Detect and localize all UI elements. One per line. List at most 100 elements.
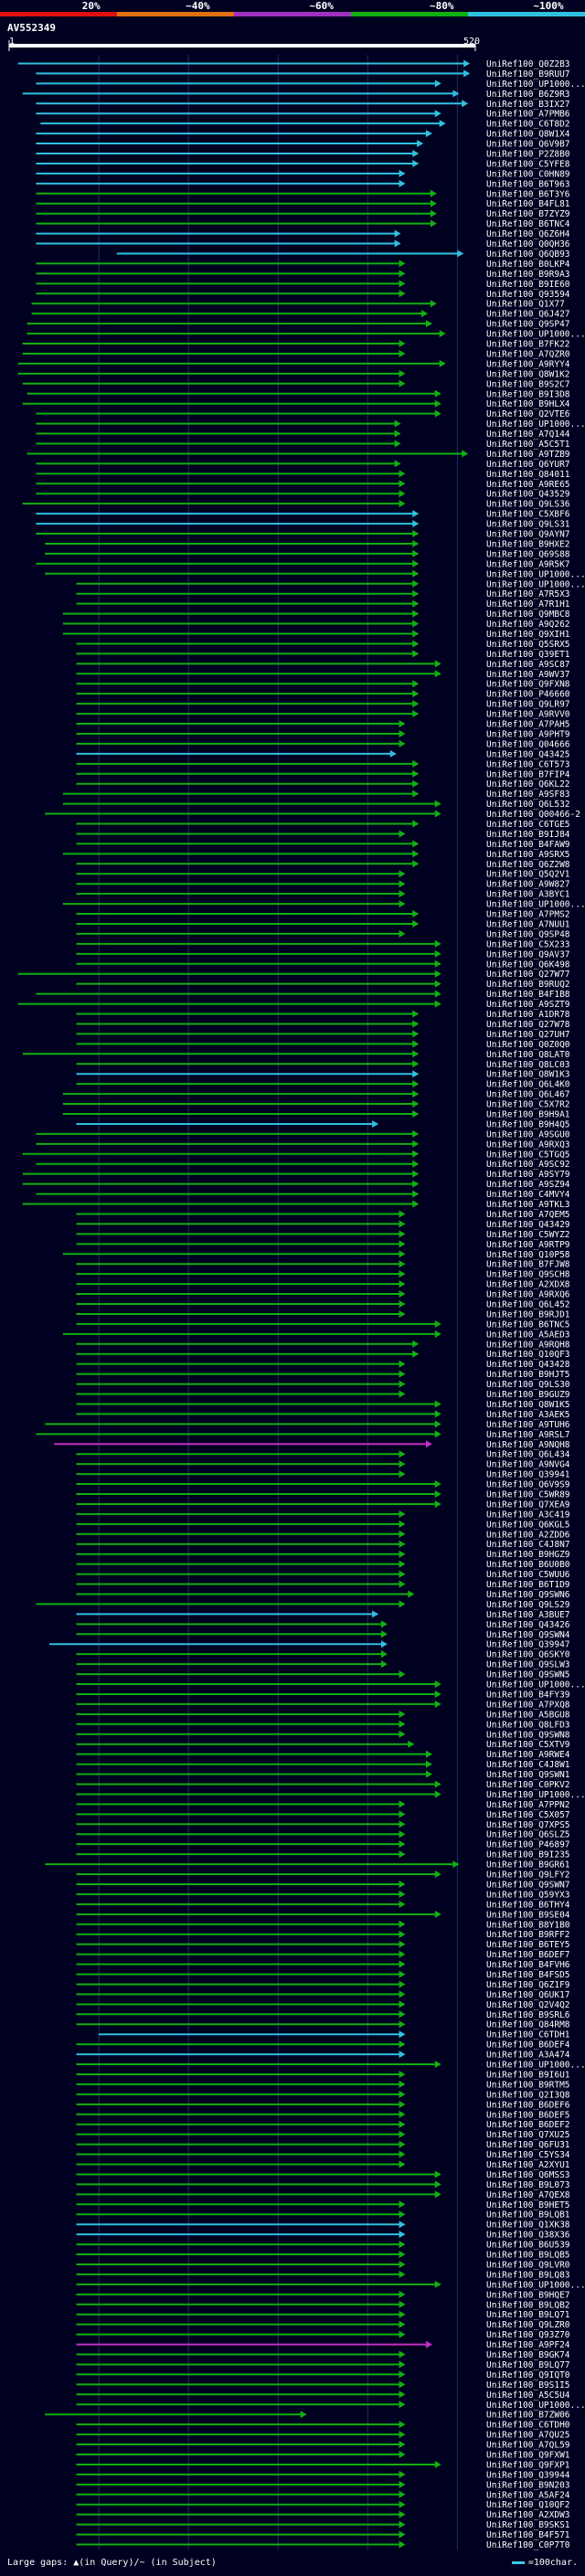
hit-label[interactable]: UniRef100_B9RJD1 <box>486 1309 570 1320</box>
hit-row[interactable]: UniRef100_B6DEF2 <box>76 2120 570 2130</box>
hit-row[interactable]: UniRef100_B9HJT5 <box>76 1370 570 1380</box>
hit-row[interactable]: UniRef100_Q9LS30 <box>76 1380 570 1390</box>
hit-row[interactable]: UniRef100_P46897 <box>76 1840 570 1850</box>
hit-label[interactable]: UniRef100_Q2V4Q2 <box>486 2000 570 2010</box>
hit-row[interactable]: UniRef100_B6TEY5 <box>76 1940 570 1950</box>
hit-row[interactable]: UniRef100_A3AEK5 <box>76 1410 570 1420</box>
hit-label[interactable]: UniRef100_Q9XIH1 <box>486 630 570 640</box>
hit-label[interactable]: UniRef100_P46660 <box>486 690 570 700</box>
hit-row[interactable]: UniRef100_Q6L467 <box>62 1090 570 1100</box>
hit-row[interactable]: UniRef100_A7Q144 <box>36 429 570 440</box>
hit-label[interactable]: UniRef100_C6TDH0 <box>486 2421 570 2431</box>
hit-label[interactable]: UniRef100_B9LQ83 <box>486 2270 570 2280</box>
hit-label[interactable]: UniRef100_Q9MBC8 <box>486 610 570 620</box>
hit-label[interactable]: UniRef100_Q9LR97 <box>486 700 570 710</box>
hit-label[interactable]: UniRef100_A5AF24 <box>486 2490 570 2500</box>
hit-label[interactable]: UniRef100_Q43529 <box>486 490 570 500</box>
hit-label[interactable]: UniRef100_A9RYY4 <box>486 359 570 369</box>
hit-row[interactable]: UniRef100_A7PAH5 <box>76 720 570 730</box>
hit-label[interactable]: UniRef100_B6DEF6 <box>486 2100 570 2110</box>
hit-label[interactable]: UniRef100_A2XYU1 <box>486 2160 570 2170</box>
hit-row[interactable]: UniRef100_A9SZ94 <box>22 1180 570 1190</box>
hit-label[interactable]: UniRef100_A7QEM5 <box>486 1210 570 1220</box>
hit-row[interactable]: UniRef100_Q7XPS5 <box>76 1820 570 1830</box>
hit-label[interactable]: UniRef100_Q9LS31 <box>486 520 570 530</box>
hit-label[interactable]: UniRef100_A9SZT9 <box>486 1000 570 1010</box>
hit-row[interactable]: UniRef100_Q9LVR0 <box>76 2260 570 2270</box>
hit-row[interactable]: UniRef100_C5WYZ2 <box>76 1230 570 1240</box>
hit-label[interactable]: UniRef100_Q6L532 <box>486 800 570 810</box>
hit-row[interactable]: UniRef100_Q9SCH8 <box>76 1270 570 1280</box>
hit-row[interactable]: UniRef100_Q6SKY0 <box>76 1650 570 1660</box>
hit-label[interactable]: UniRef100_Q93Z70 <box>486 2330 570 2340</box>
hit-label[interactable]: UniRef100_B9GK74 <box>486 2350 570 2360</box>
hit-row[interactable]: UniRef100_A7QEX8 <box>76 2190 570 2200</box>
hit-label[interactable]: UniRef100_B9H9A1 <box>486 1109 570 1119</box>
hit-label[interactable]: UniRef100_Q1XK38 <box>486 2221 570 2231</box>
hit-label[interactable]: UniRef100_C5X057 <box>486 1810 570 1820</box>
hit-row[interactable]: UniRef100_B9HXE2 <box>45 539 570 549</box>
hit-label[interactable]: UniRef100_A9WV37 <box>486 670 570 680</box>
hit-label[interactable]: UniRef100_Q6QB93 <box>486 249 570 260</box>
hit-label[interactable]: UniRef100_A7PMS2 <box>486 910 570 920</box>
hit-label[interactable]: UniRef100_Q93594 <box>486 290 570 300</box>
hit-label[interactable]: UniRef100_Q6Z2W8 <box>486 860 570 870</box>
hit-label[interactable]: UniRef100_A9RVV0 <box>486 710 570 720</box>
hit-row[interactable]: UniRef100_B9HET5 <box>76 2200 570 2210</box>
hit-row[interactable]: UniRef100_B6DEF5 <box>76 2110 570 2120</box>
hit-label[interactable]: UniRef100_Q6KGL5 <box>486 1520 570 1530</box>
hit-label[interactable]: UniRef100_A7QU25 <box>486 2431 570 2441</box>
hit-label[interactable]: UniRef100_Q9SWN8 <box>486 1730 570 1740</box>
hit-row[interactable]: UniRef100_A2XYU1 <box>76 2160 570 2170</box>
hit-row[interactable]: UniRef100_Q9LZR0 <box>76 2320 570 2330</box>
hit-label[interactable]: UniRef100_Q9SWN5 <box>486 1670 570 1680</box>
hit-row[interactable]: UniRef100_B4FL81 <box>36 199 570 209</box>
hit-row[interactable]: UniRef100_Q9LS36 <box>22 500 570 510</box>
hit-label[interactable]: UniRef100_Q7XPS5 <box>486 1820 570 1830</box>
hit-label[interactable]: UniRef100_B6TEY5 <box>486 1940 570 1950</box>
hit-label[interactable]: UniRef100_C5WR89 <box>486 1490 570 1500</box>
hit-row[interactable]: UniRef100_A9WV37 <box>76 670 570 680</box>
hit-label[interactable]: UniRef100_Q6SKY0 <box>486 1650 570 1660</box>
hit-row[interactable]: UniRef100_A7QU25 <box>76 2431 570 2441</box>
hit-label[interactable]: UniRef100_B9HQE7 <box>486 2290 570 2300</box>
hit-label[interactable]: UniRef100_B9I3D8 <box>486 389 570 399</box>
hit-row[interactable]: UniRef100_B9LQ77 <box>76 2360 570 2370</box>
hit-label[interactable]: UniRef100_Q6L452 <box>486 1300 570 1310</box>
hit-row[interactable]: UniRef100_B9N203 <box>76 2480 570 2490</box>
hit-label[interactable]: UniRef100_Q5SRX5 <box>486 640 570 650</box>
hit-row[interactable]: UniRef100_C4J8W1 <box>76 1760 570 1770</box>
hit-label[interactable]: UniRef100_C6TDH1 <box>486 2030 570 2041</box>
hit-row[interactable]: UniRef100_B8Y1B0 <box>76 1920 570 1930</box>
hit-row[interactable]: UniRef100_B9I6U1 <box>76 2070 570 2080</box>
hit-row[interactable]: UniRef100_Q27UH7 <box>76 1030 570 1040</box>
hit-row[interactable]: UniRef100_Q10QF2 <box>76 2500 570 2510</box>
hit-row[interactable]: UniRef100_A7NUU1 <box>76 919 570 929</box>
hit-row[interactable]: UniRef100_B9LQB1 <box>76 2210 570 2221</box>
hit-row[interactable]: UniRef100_Q10P58 <box>62 1250 570 1260</box>
hit-label[interactable]: UniRef100_UP1000... <box>486 2280 585 2290</box>
hit-label[interactable]: UniRef100_Q43428 <box>486 1360 570 1370</box>
hit-row[interactable]: UniRef100_A9SC92 <box>36 1160 570 1170</box>
hit-row[interactable]: UniRef100_B9LQB2 <box>76 2300 570 2310</box>
hit-row[interactable]: UniRef100_B0LKP4 <box>36 260 570 270</box>
hit-label[interactable]: UniRef100_B0LKP4 <box>486 260 570 270</box>
hit-row[interactable]: UniRef100_B9I235 <box>76 1850 570 1860</box>
hit-row[interactable]: UniRef100_B4FVH6 <box>76 1960 570 1970</box>
hit-row[interactable]: UniRef100_Q9SWN5 <box>76 1670 570 1680</box>
hit-label[interactable]: UniRef100_Q39ET1 <box>486 650 570 660</box>
hit-label[interactable]: UniRef100_B9N203 <box>486 2480 570 2490</box>
hit-label[interactable]: UniRef100_B9HJT5 <box>486 1370 570 1380</box>
hit-label[interactable]: UniRef100_A3C419 <box>486 1510 570 1520</box>
hit-label[interactable]: UniRef100_A5C5T1 <box>486 440 570 450</box>
hit-row[interactable]: UniRef100_A7QL59 <box>76 2441 570 2451</box>
hit-row[interactable]: UniRef100_A3C419 <box>76 1510 570 1520</box>
hit-row[interactable]: UniRef100_A9R5K7 <box>36 559 570 569</box>
hit-label[interactable]: UniRef100_Q00466-2 <box>486 810 580 820</box>
hit-row[interactable]: UniRef100_Q93Z70 <box>76 2330 570 2340</box>
hit-row[interactable]: UniRef100_B4F571 <box>76 2530 570 2540</box>
hit-row[interactable]: UniRef100_A9SY79 <box>22 1170 570 1180</box>
hit-label[interactable]: UniRef100_A3BYC1 <box>486 890 570 900</box>
hit-row[interactable]: UniRef100_B9LQB5 <box>76 2251 570 2261</box>
hit-row[interactable]: UniRef100_Q6Z1F9 <box>76 1980 570 1990</box>
